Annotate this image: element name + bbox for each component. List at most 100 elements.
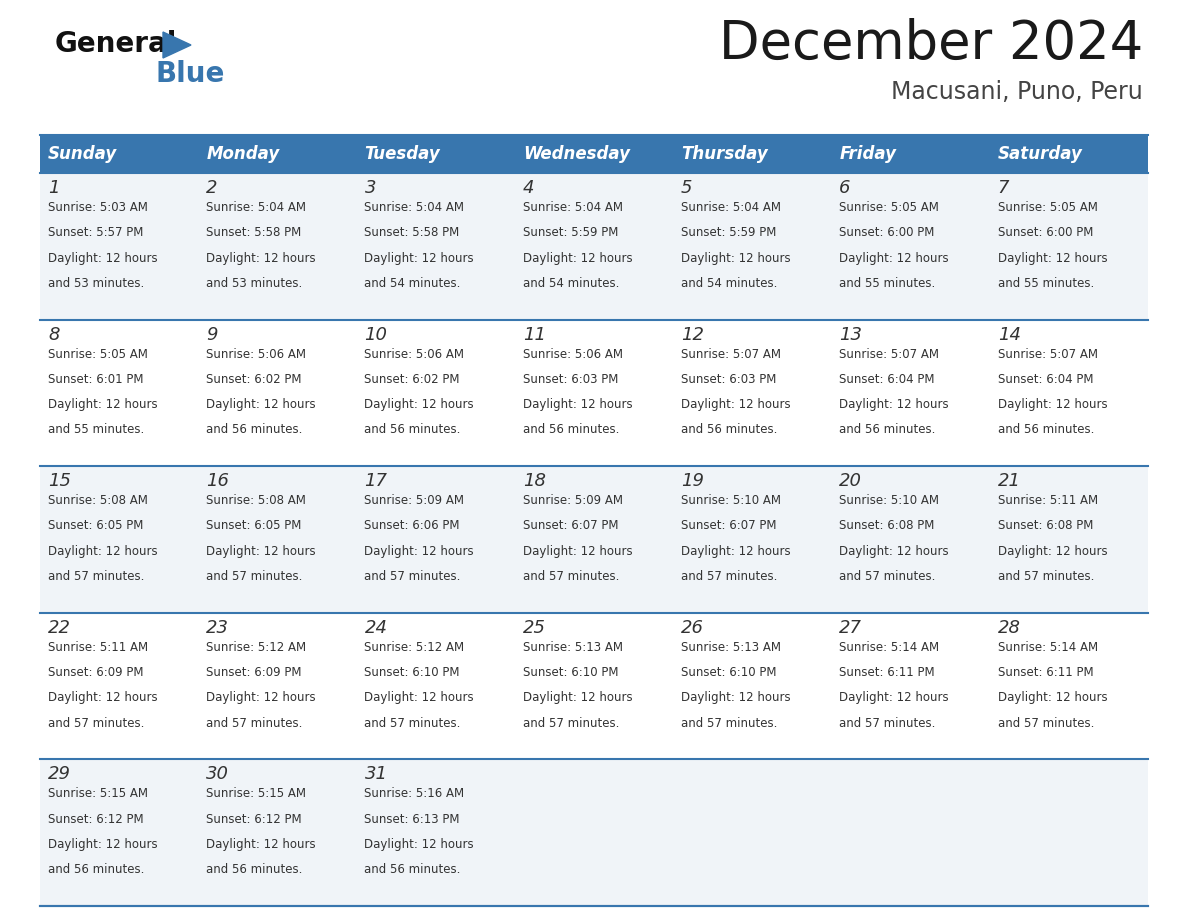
Text: Sunset: 6:04 PM: Sunset: 6:04 PM: [998, 373, 1093, 386]
Bar: [990, 759, 1148, 906]
Text: Daylight: 12 hours: Daylight: 12 hours: [207, 691, 316, 704]
Text: 3: 3: [365, 179, 375, 197]
Text: 12: 12: [681, 326, 704, 343]
Text: Sunset: 6:03 PM: Sunset: 6:03 PM: [681, 373, 777, 386]
Text: Sunset: 6:07 PM: Sunset: 6:07 PM: [681, 520, 777, 532]
Bar: [356, 759, 514, 906]
Text: Sunset: 6:05 PM: Sunset: 6:05 PM: [207, 520, 302, 532]
Text: Sunrise: 5:08 AM: Sunrise: 5:08 AM: [207, 494, 307, 508]
Text: Daylight: 12 hours: Daylight: 12 hours: [365, 691, 474, 704]
Bar: [674, 319, 832, 466]
Bar: [514, 759, 674, 906]
Text: Sunrise: 5:06 AM: Sunrise: 5:06 AM: [207, 348, 307, 361]
Text: Sunrise: 5:03 AM: Sunrise: 5:03 AM: [48, 201, 147, 214]
Text: and 57 minutes.: and 57 minutes.: [365, 570, 461, 583]
Text: 25: 25: [523, 619, 545, 637]
Text: General: General: [55, 30, 177, 58]
Text: Sunrise: 5:07 AM: Sunrise: 5:07 AM: [840, 348, 940, 361]
Text: Sunrise: 5:05 AM: Sunrise: 5:05 AM: [48, 348, 147, 361]
Text: and 56 minutes.: and 56 minutes.: [523, 423, 619, 436]
Text: Sunrise: 5:10 AM: Sunrise: 5:10 AM: [681, 494, 781, 508]
Bar: [198, 319, 356, 466]
Text: Sunrise: 5:04 AM: Sunrise: 5:04 AM: [681, 201, 781, 214]
Text: and 57 minutes.: and 57 minutes.: [48, 570, 144, 583]
Text: Tuesday: Tuesday: [365, 145, 441, 163]
Text: and 56 minutes.: and 56 minutes.: [365, 423, 461, 436]
Text: Daylight: 12 hours: Daylight: 12 hours: [48, 544, 158, 558]
Bar: [514, 466, 674, 613]
Text: 13: 13: [840, 326, 862, 343]
Bar: [198, 466, 356, 613]
Text: Sunrise: 5:11 AM: Sunrise: 5:11 AM: [48, 641, 148, 654]
Bar: [990, 613, 1148, 759]
Text: Blue: Blue: [154, 60, 225, 88]
Bar: [198, 173, 356, 319]
Text: Daylight: 12 hours: Daylight: 12 hours: [681, 398, 791, 411]
Text: Sunset: 6:12 PM: Sunset: 6:12 PM: [48, 812, 144, 825]
Bar: [832, 319, 990, 466]
Text: 11: 11: [523, 326, 545, 343]
Text: 22: 22: [48, 619, 71, 637]
Text: and 56 minutes.: and 56 minutes.: [207, 423, 303, 436]
Text: Sunrise: 5:12 AM: Sunrise: 5:12 AM: [365, 641, 465, 654]
Text: Daylight: 12 hours: Daylight: 12 hours: [365, 398, 474, 411]
Bar: [832, 135, 990, 173]
Text: Daylight: 12 hours: Daylight: 12 hours: [365, 838, 474, 851]
Text: Daylight: 12 hours: Daylight: 12 hours: [207, 544, 316, 558]
Text: Daylight: 12 hours: Daylight: 12 hours: [48, 252, 158, 264]
Text: Daylight: 12 hours: Daylight: 12 hours: [998, 691, 1107, 704]
Text: and 55 minutes.: and 55 minutes.: [840, 277, 936, 290]
Text: 17: 17: [365, 472, 387, 490]
Text: 31: 31: [365, 766, 387, 783]
Text: Sunset: 6:12 PM: Sunset: 6:12 PM: [207, 812, 302, 825]
Text: Sunset: 5:58 PM: Sunset: 5:58 PM: [207, 226, 302, 240]
Text: Sunrise: 5:04 AM: Sunrise: 5:04 AM: [365, 201, 465, 214]
Text: and 53 minutes.: and 53 minutes.: [48, 277, 144, 290]
Text: Sunrise: 5:09 AM: Sunrise: 5:09 AM: [365, 494, 465, 508]
Bar: [356, 173, 514, 319]
Bar: [514, 135, 674, 173]
Text: Sunset: 5:58 PM: Sunset: 5:58 PM: [365, 226, 460, 240]
Text: Daylight: 12 hours: Daylight: 12 hours: [998, 252, 1107, 264]
Text: Sunset: 5:59 PM: Sunset: 5:59 PM: [523, 226, 618, 240]
Text: Sunrise: 5:12 AM: Sunrise: 5:12 AM: [207, 641, 307, 654]
Text: 21: 21: [998, 472, 1020, 490]
Bar: [40, 319, 198, 466]
Text: Sunset: 6:01 PM: Sunset: 6:01 PM: [48, 373, 144, 386]
Bar: [832, 759, 990, 906]
Text: Daylight: 12 hours: Daylight: 12 hours: [48, 398, 158, 411]
Text: 27: 27: [840, 619, 862, 637]
Bar: [990, 135, 1148, 173]
Bar: [40, 759, 198, 906]
Text: Sunset: 6:03 PM: Sunset: 6:03 PM: [523, 373, 618, 386]
Text: Daylight: 12 hours: Daylight: 12 hours: [523, 252, 632, 264]
Text: 8: 8: [48, 326, 59, 343]
Bar: [40, 173, 198, 319]
Text: and 57 minutes.: and 57 minutes.: [998, 717, 1094, 730]
Text: Sunrise: 5:14 AM: Sunrise: 5:14 AM: [840, 641, 940, 654]
Bar: [198, 613, 356, 759]
Bar: [674, 759, 832, 906]
Text: Daylight: 12 hours: Daylight: 12 hours: [207, 838, 316, 851]
Text: Daylight: 12 hours: Daylight: 12 hours: [523, 544, 632, 558]
Text: Sunset: 5:57 PM: Sunset: 5:57 PM: [48, 226, 144, 240]
Bar: [832, 173, 990, 319]
Text: and 57 minutes.: and 57 minutes.: [207, 570, 303, 583]
Bar: [356, 466, 514, 613]
Bar: [832, 613, 990, 759]
Text: Friday: Friday: [840, 145, 896, 163]
Text: Sunrise: 5:06 AM: Sunrise: 5:06 AM: [523, 348, 623, 361]
Text: 29: 29: [48, 766, 71, 783]
Bar: [832, 466, 990, 613]
Text: Sunrise: 5:04 AM: Sunrise: 5:04 AM: [523, 201, 623, 214]
Bar: [514, 319, 674, 466]
Text: and 57 minutes.: and 57 minutes.: [365, 717, 461, 730]
Bar: [198, 135, 356, 173]
Text: and 57 minutes.: and 57 minutes.: [681, 570, 777, 583]
Text: Daylight: 12 hours: Daylight: 12 hours: [207, 398, 316, 411]
Text: 10: 10: [365, 326, 387, 343]
Text: 4: 4: [523, 179, 535, 197]
Text: and 56 minutes.: and 56 minutes.: [998, 423, 1094, 436]
Text: 5: 5: [681, 179, 693, 197]
Bar: [514, 173, 674, 319]
